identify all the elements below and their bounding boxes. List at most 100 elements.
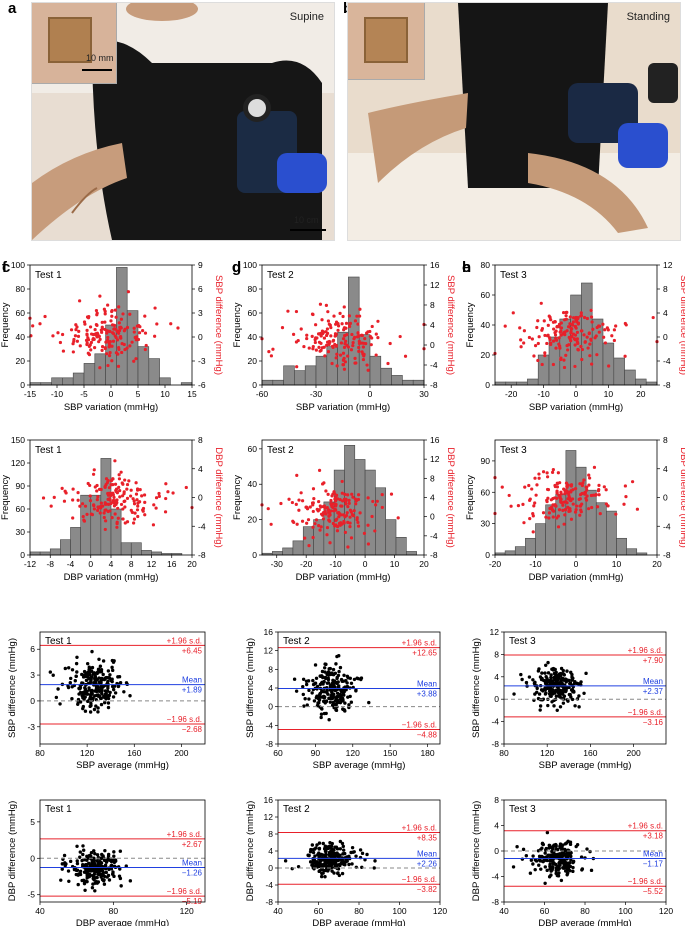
difference-point xyxy=(294,502,298,506)
difference-point xyxy=(308,505,312,509)
difference-point xyxy=(354,688,358,692)
lower-limit-value: −5.52 xyxy=(643,887,664,896)
x-tick-label: 100 xyxy=(392,906,406,916)
difference-point xyxy=(604,488,608,492)
difference-point xyxy=(554,844,558,849)
mean-value: +3.88 xyxy=(417,690,438,699)
difference-point xyxy=(535,325,539,330)
y-axis-label: Frequency xyxy=(0,302,11,347)
difference-point xyxy=(328,519,332,523)
difference-point xyxy=(99,506,103,510)
y-tick-label: 80 xyxy=(248,284,258,294)
difference-point xyxy=(310,843,315,847)
difference-point xyxy=(106,705,111,710)
difference-point xyxy=(111,339,116,343)
difference-point xyxy=(576,348,580,352)
difference-point xyxy=(572,690,576,694)
difference-point xyxy=(115,338,120,342)
mean-label: Mean xyxy=(417,680,437,689)
histogram-bar xyxy=(606,510,617,556)
difference-point xyxy=(319,341,323,345)
difference-point xyxy=(351,850,355,854)
difference-point xyxy=(102,874,107,879)
difference-point xyxy=(117,321,121,325)
difference-point xyxy=(91,856,96,861)
difference-point xyxy=(371,499,375,504)
difference-point xyxy=(71,342,75,346)
difference-point xyxy=(324,303,328,307)
difference-point xyxy=(164,482,168,486)
difference-point xyxy=(554,504,558,508)
upper-limit-value: +8.35 xyxy=(417,834,438,843)
difference-point xyxy=(110,516,114,520)
difference-point xyxy=(305,333,309,337)
difference-point xyxy=(80,672,84,677)
difference-point xyxy=(336,673,341,678)
difference-point xyxy=(554,866,559,870)
difference-point xyxy=(75,861,80,866)
difference-point xyxy=(545,830,550,835)
difference-point xyxy=(555,485,560,489)
y-tick-label: 8 xyxy=(494,649,499,659)
difference-point xyxy=(511,311,515,315)
difference-point xyxy=(300,519,305,523)
difference-point xyxy=(584,498,589,502)
difference-point xyxy=(623,354,627,358)
difference-point xyxy=(66,869,71,873)
difference-point xyxy=(320,318,324,322)
difference-point xyxy=(589,308,593,312)
difference-point xyxy=(73,679,77,683)
difference-point xyxy=(103,320,107,324)
difference-point xyxy=(375,499,379,503)
difference-point xyxy=(554,688,558,692)
difference-point xyxy=(553,333,558,337)
difference-point xyxy=(89,669,94,673)
difference-point xyxy=(123,505,127,509)
difference-point xyxy=(85,673,89,677)
difference-point xyxy=(113,482,118,486)
difference-point xyxy=(66,685,71,690)
y-axis-label: Frequency xyxy=(465,302,476,347)
difference-point xyxy=(269,354,274,358)
histogram-bar xyxy=(148,358,160,386)
difference-point xyxy=(353,361,357,365)
difference-point xyxy=(60,486,64,490)
difference-point xyxy=(537,335,541,339)
difference-point xyxy=(87,667,91,672)
difference-point xyxy=(573,333,578,337)
difference-point xyxy=(107,354,112,358)
difference-point xyxy=(356,676,361,681)
difference-point xyxy=(344,499,348,503)
difference-point xyxy=(324,711,328,716)
difference-point xyxy=(96,855,101,860)
difference-point xyxy=(630,480,635,484)
difference-point xyxy=(143,331,148,335)
difference-point xyxy=(80,681,84,685)
difference-point xyxy=(622,502,626,506)
difference-point xyxy=(61,349,66,353)
difference-point xyxy=(163,510,168,514)
difference-point xyxy=(320,867,325,872)
difference-point xyxy=(307,688,311,693)
histogram-bar xyxy=(141,550,152,556)
y-tick-label: 4 xyxy=(494,672,499,682)
y2-axis-label: SBP difference (mmHg) xyxy=(678,275,685,375)
upper-limit-label: +1.96 s.d. xyxy=(167,636,202,645)
difference-point xyxy=(64,491,68,495)
difference-point xyxy=(331,521,335,526)
difference-point xyxy=(114,335,118,340)
difference-point xyxy=(90,513,95,517)
difference-point xyxy=(299,327,303,331)
difference-point xyxy=(105,675,109,680)
y-tick-label: 40 xyxy=(16,332,26,342)
difference-point xyxy=(315,843,319,847)
difference-point xyxy=(562,365,567,370)
difference-point xyxy=(346,493,350,497)
difference-point xyxy=(95,313,99,317)
difference-point xyxy=(343,333,347,338)
difference-point xyxy=(333,332,338,336)
difference-point xyxy=(370,336,374,340)
x-tick-label: 80 xyxy=(499,748,509,758)
difference-point xyxy=(542,319,546,323)
difference-point xyxy=(296,338,300,343)
